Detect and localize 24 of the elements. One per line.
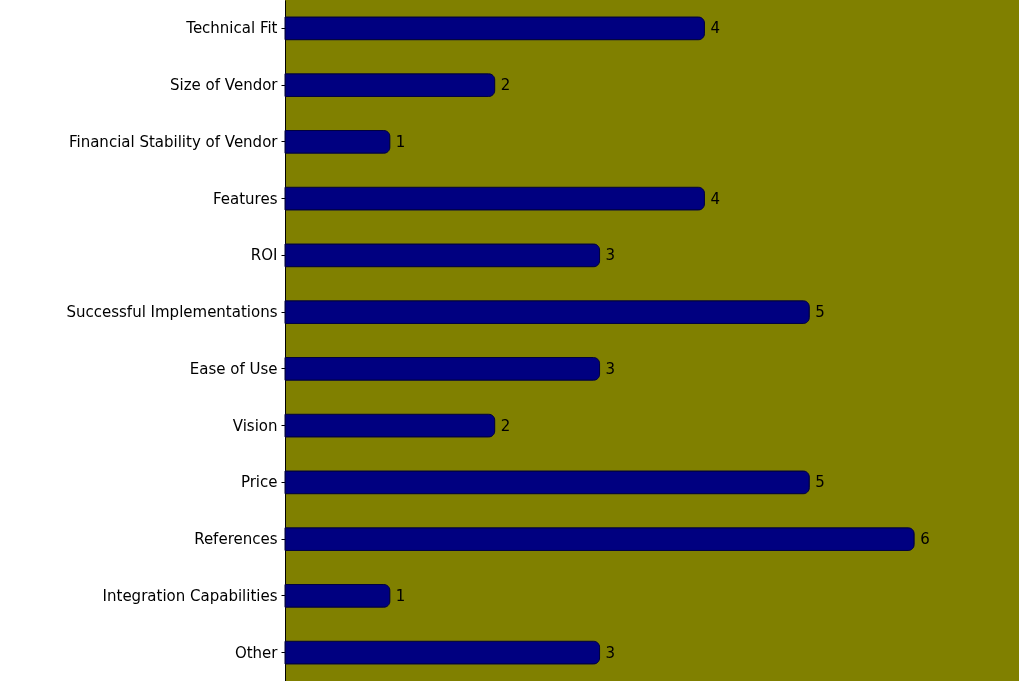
y-tick-label: Integration Capabilities [102, 586, 278, 605]
data-label: 6 [920, 530, 930, 549]
y-tick-label: Features [213, 189, 278, 208]
y-tick-label: Size of Vendor [170, 76, 279, 95]
data-label: 1 [395, 132, 406, 151]
data-label: 2 [500, 416, 511, 435]
y-tick-label: Other [234, 643, 279, 662]
data-label: 3 [605, 359, 616, 378]
data-label: 3 [605, 246, 616, 265]
data-label: 5 [815, 473, 825, 492]
y-tick-label: Technical Fit [185, 19, 278, 38]
y-tick-label: ROI [250, 246, 278, 265]
data-label: 2 [500, 76, 511, 95]
y-tick-label: Successful Implementations [66, 303, 278, 322]
data-label: 4 [710, 189, 720, 208]
y-tick-label: Price [240, 473, 278, 492]
y-tick-label: Ease of Use [189, 359, 278, 378]
data-label: 5 [815, 303, 825, 322]
data-label: 4 [710, 19, 720, 38]
data-label: 3 [605, 643, 616, 662]
y-tick-label: Vision [232, 416, 278, 435]
y-tick-label: Financial Stability of Vendor [68, 132, 279, 151]
y-tick-label: References [194, 530, 278, 549]
data-label: 1 [395, 586, 406, 605]
